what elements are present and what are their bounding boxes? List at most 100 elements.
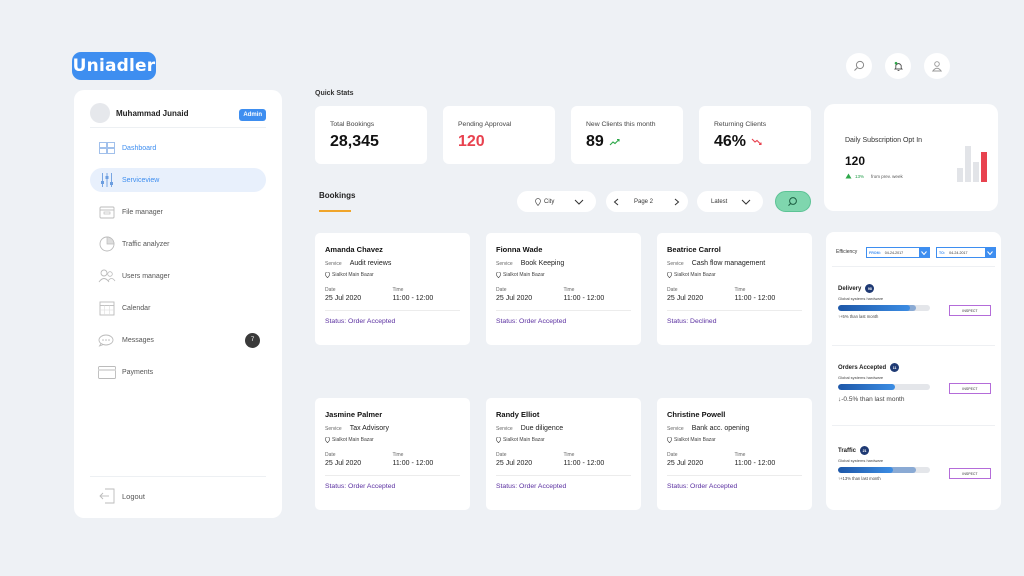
- booking-card[interactable]: Jasmine Palmer Service Tax Advisory Sialk…: [315, 398, 470, 510]
- booking-client-name: Randy Elliot: [496, 410, 540, 419]
- booking-card[interactable]: Beatrice Carrol Service Cash flow managem…: [657, 233, 812, 345]
- card-divider: [667, 310, 802, 311]
- metric-subtitle: Global systems hardware: [838, 296, 884, 301]
- pie-chart-icon: [98, 236, 116, 252]
- sort-label: Latest: [711, 198, 728, 205]
- sidebar-item-messages[interactable]: Messages 7: [90, 328, 266, 352]
- location-pin-icon: [535, 197, 541, 206]
- progress-fill: [838, 467, 894, 473]
- logout-icon: [98, 488, 116, 504]
- booking-meta-labels: Date Time: [325, 452, 460, 458]
- time-label: Time: [392, 452, 404, 458]
- booking-date: 25 Jul 2020: [496, 460, 533, 467]
- card-divider: [667, 475, 802, 476]
- messages-count-badge: 7: [245, 332, 260, 348]
- city-filter-dropdown[interactable]: City: [517, 191, 596, 212]
- location-text: Sialkot Main Bazar: [674, 437, 716, 443]
- bookings-search-button[interactable]: [775, 191, 811, 212]
- chevron-right-icon[interactable]: [674, 198, 680, 206]
- search-icon: [854, 60, 865, 71]
- sidebar-item-dashboard[interactable]: Dashboard: [90, 136, 266, 160]
- booking-date: 25 Jul 2020: [667, 460, 704, 467]
- card-divider: [325, 475, 460, 476]
- sidebar-item-file-manager[interactable]: File manager: [90, 200, 266, 224]
- efficiency-label: Efficiency: [836, 249, 858, 255]
- metric-title-row: Orders Accepted 11: [838, 363, 988, 372]
- user-profile[interactable]: Muhammad Junaid Admin: [90, 98, 268, 128]
- booking-time: 11:00 - 12:00: [563, 295, 605, 302]
- users-icon: [98, 268, 116, 284]
- to-date: 04-24-2017: [949, 250, 968, 255]
- sidebar-item-payments[interactable]: Payments: [90, 360, 266, 384]
- booking-meta-values: 25 Jul 2020 11:00 - 12:00: [325, 460, 460, 467]
- time-label: Time: [734, 287, 746, 293]
- credit-card-icon: [98, 364, 116, 380]
- chevron-left-icon[interactable]: [613, 198, 619, 206]
- inspect-button[interactable]: INSPECT: [949, 468, 991, 479]
- sidebar-item-traffic-analyzer[interactable]: Traffic analyzer: [90, 232, 266, 256]
- stat-value: 89: [586, 133, 604, 150]
- to-date-picker[interactable]: TO: 04-24-2017: [936, 247, 996, 258]
- from-date-picker[interactable]: FROM: 04-24-2017: [866, 247, 930, 258]
- sidebar-item-serviceview[interactable]: Serviceview: [90, 168, 266, 192]
- service-label: Service: [667, 426, 684, 432]
- inspect-button[interactable]: INSPECT: [949, 305, 991, 316]
- sort-dropdown[interactable]: Latest: [697, 191, 763, 212]
- booking-location: Sialkot Main Bazar: [667, 437, 802, 443]
- stat-card-total-bookings: Total Bookings 28,345: [315, 106, 427, 164]
- sidebar-item-label: Payments: [122, 368, 154, 376]
- app-logo[interactable]: Uniadler: [72, 52, 156, 80]
- search-button[interactable]: [846, 53, 872, 79]
- stat-value-row: 120: [458, 133, 555, 151]
- subscription-change: 13% from prev. week: [845, 173, 903, 179]
- folder-icon: [98, 204, 116, 220]
- metric-badge: 21: [860, 446, 870, 455]
- sidebar-item-users-manager[interactable]: Users manager: [90, 264, 266, 288]
- booking-service-row: Service Book Keeping: [496, 260, 631, 267]
- location-pin-icon: [496, 272, 501, 278]
- sidebar-item-label: Dashboard: [122, 144, 157, 152]
- booking-client-name: Fionna Wade: [496, 245, 543, 254]
- notifications-button[interactable]: [885, 53, 911, 79]
- efficiency-panel: Efficiency FROM: 04-24-2017 TO: 04-24-20…: [826, 232, 1001, 510]
- inspect-button[interactable]: INSPECT: [949, 383, 991, 394]
- stat-value-row: 46%: [714, 133, 811, 151]
- sidebar-item-calendar[interactable]: Calendar: [90, 296, 266, 320]
- location-text: Sialkot Main Bazar: [674, 272, 716, 278]
- booking-location: Sialkot Main Bazar: [667, 272, 802, 278]
- metric-note: ↑+5% than last month: [838, 314, 879, 319]
- from-date: 04-24-2017: [884, 250, 904, 255]
- booking-card[interactable]: Amanda Chavez Service Audit reviews Sialk…: [315, 233, 470, 345]
- user-icon: [931, 61, 943, 72]
- booking-card[interactable]: Randy Elliot Service Due diligence Sialko…: [486, 398, 641, 510]
- stat-value-row: 89: [586, 133, 683, 151]
- location-text: Sialkot Main Bazar: [503, 272, 545, 278]
- time-label: Time: [734, 452, 746, 458]
- date-label: Date: [325, 287, 336, 293]
- metric-title: Traffic: [838, 447, 857, 454]
- booking-card[interactable]: Fionna Wade Service Book Keeping Sialkot …: [486, 233, 641, 345]
- page-label: Page 2: [634, 198, 654, 205]
- service-label: Service: [667, 261, 684, 267]
- logout-button[interactable]: Logout: [98, 488, 145, 504]
- sidebar-nav: Dashboard Serviceview File manager Traff…: [90, 136, 266, 392]
- sidebar-item-label: Calendar: [122, 304, 151, 312]
- booking-meta-labels: Date Time: [496, 287, 631, 293]
- booking-card[interactable]: Christine Powell Service Bank acc. openin…: [657, 398, 812, 510]
- booking-time: 11:00 - 12:00: [734, 295, 776, 302]
- booking-meta-labels: Date Time: [325, 287, 460, 293]
- booking-date: 25 Jul 2020: [496, 295, 533, 302]
- booking-meta-values: 25 Jul 2020 11:00 - 12:00: [496, 295, 631, 302]
- service-value: Cash flow management: [691, 260, 766, 267]
- location-text: Sialkot Main Bazar: [332, 437, 374, 443]
- panel-divider: [832, 345, 995, 346]
- avatar: [90, 103, 110, 123]
- booking-date: 25 Jul 2020: [325, 295, 362, 302]
- tab-bookings[interactable]: Bookings: [319, 191, 356, 200]
- profile-button[interactable]: [924, 53, 950, 79]
- booking-meta-values: 25 Jul 2020 11:00 - 12:00: [496, 460, 631, 467]
- service-value: Bank acc. opening: [691, 425, 750, 432]
- subscription-label: Daily Subscription Opt In: [845, 137, 923, 144]
- booking-status: Status: Order Accepted: [325, 318, 396, 325]
- mini-bar: [957, 168, 963, 182]
